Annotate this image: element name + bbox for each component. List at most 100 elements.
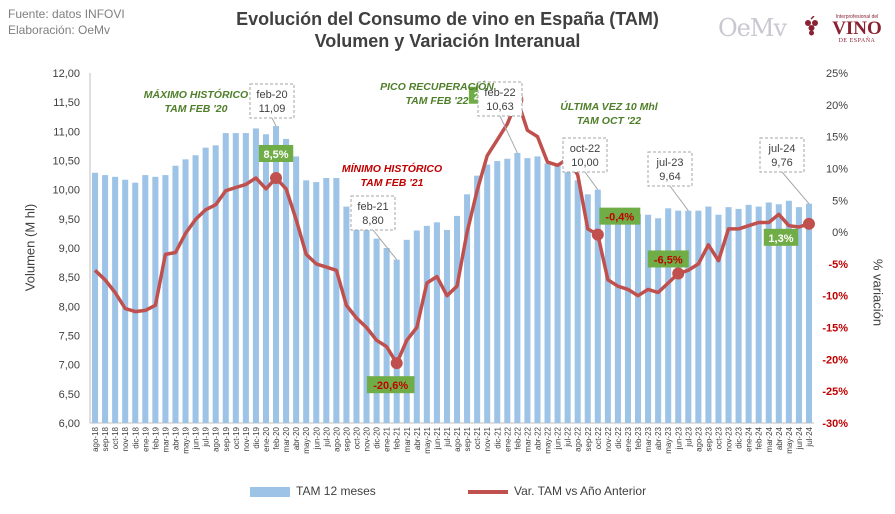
- bar: [252, 128, 259, 423]
- pct-label-box: [763, 228, 799, 246]
- x-tick-label: abr-22: [533, 426, 542, 450]
- legend-label-bars: TAM 12 meses: [296, 484, 376, 498]
- x-tick-label: jun-20: [312, 426, 321, 450]
- bar: [262, 134, 269, 423]
- x-tick-label: ene-19: [141, 426, 150, 451]
- callout-leader: [271, 117, 277, 127]
- x-tick-label: oct-20: [352, 426, 361, 449]
- x-tick-label: jul-24: [805, 426, 814, 447]
- bar: [514, 152, 521, 423]
- bar: [534, 156, 541, 423]
- annotation-line-2: TAM FEB '20: [165, 103, 228, 115]
- bar: [604, 211, 611, 423]
- pct-label: 8,5%: [263, 149, 288, 161]
- bar: [433, 222, 440, 423]
- annotation-line-2: TAM OCT '22: [577, 115, 641, 127]
- bar: [494, 161, 501, 424]
- bar: [343, 206, 350, 423]
- left-tick-label: 9,00: [59, 243, 80, 255]
- callout-leader: [781, 171, 810, 204]
- x-tick-label: ago-23: [694, 426, 703, 451]
- x-tick-label: jul-22: [564, 426, 573, 447]
- x-tick-label: jun-22: [554, 426, 563, 450]
- bar: [383, 248, 390, 423]
- highlight-point: [270, 172, 283, 184]
- bar: [423, 225, 430, 423]
- annotation-line-2: TAM FEB '21: [361, 177, 424, 189]
- bar: [192, 155, 199, 423]
- callout-month: feb-21: [357, 201, 388, 213]
- highlight-point: [591, 228, 604, 241]
- x-tick-label: oct-18: [111, 426, 120, 449]
- x-tick-label: mar-20: [282, 426, 291, 452]
- callout-value: 11,09: [259, 103, 286, 115]
- right-tick-label: 10%: [826, 163, 848, 175]
- left-tick-label: 10,00: [52, 185, 80, 197]
- highlight-point: [390, 357, 403, 370]
- right-tick-label: -5%: [828, 259, 848, 271]
- callout-month: jul-23: [656, 157, 684, 169]
- x-tick-label: dic-21: [493, 426, 502, 448]
- x-tick-label: may-23: [664, 426, 673, 453]
- x-tick-label: nov-21: [483, 426, 492, 451]
- annotation-line-1: PICO RECUPERACIÓN: [380, 80, 494, 93]
- bar: [594, 189, 601, 423]
- left-tick-label: 7,00: [59, 360, 80, 372]
- highlight-point: [672, 267, 685, 280]
- right-tick-label: -30%: [822, 418, 848, 430]
- x-tick-label: ene-24: [745, 426, 754, 451]
- x-tick-label: may-24: [785, 426, 794, 453]
- x-tick-label: dic-20: [373, 426, 382, 448]
- left-tick-label: 7,50: [59, 331, 80, 343]
- callout-month: feb-20: [256, 89, 287, 101]
- right-tick-label: -20%: [822, 354, 848, 366]
- bar: [102, 175, 109, 423]
- bar: [353, 220, 360, 423]
- x-tick-label: may-22: [544, 426, 553, 453]
- bar: [614, 214, 621, 423]
- x-tick-label: ago-18: [91, 426, 100, 451]
- callout-leader: [372, 229, 398, 260]
- callout-month: oct-22: [570, 143, 601, 155]
- callout-leader: [499, 115, 518, 154]
- bar: [403, 239, 410, 423]
- callout-month: feb-22: [484, 87, 515, 99]
- x-tick-label: may-19: [182, 426, 191, 453]
- bar: [524, 158, 531, 423]
- variation-line: [93, 97, 810, 365]
- x-tick-label: sep-22: [584, 426, 593, 451]
- x-tick-label: feb-23: [634, 426, 643, 449]
- bar: [544, 163, 551, 423]
- x-tick-label: jun-21: [433, 426, 442, 450]
- bar: [293, 156, 300, 423]
- oemv-logo: OeMv: [718, 14, 787, 42]
- right-tick-label: 0%: [832, 227, 848, 239]
- x-tick-label: nov-22: [604, 426, 613, 451]
- x-tick-label: dic-23: [735, 426, 744, 448]
- x-tick-label: sep-20: [342, 426, 351, 451]
- bar: [212, 145, 219, 424]
- callout-box: [350, 195, 396, 231]
- x-tick-label: dic-22: [614, 426, 623, 448]
- vino-espana-logo: Interprofesional del VINO DE ESPAÑA: [800, 12, 892, 56]
- x-tick-label: oct-22: [594, 426, 603, 449]
- pct-label-box: [599, 207, 641, 225]
- bar: [584, 194, 591, 423]
- x-tick-label: mar-23: [644, 426, 653, 452]
- bar: [665, 208, 672, 423]
- grape-icon: [805, 16, 818, 36]
- bar: [474, 175, 481, 423]
- callout-value: 9,64: [659, 171, 680, 183]
- bar: [323, 178, 330, 423]
- bar: [303, 180, 310, 423]
- callout-box: [477, 81, 523, 117]
- bar: [735, 208, 742, 423]
- bar: [182, 159, 189, 424]
- right-tick-label: 20%: [826, 100, 848, 112]
- bar: [805, 203, 812, 423]
- vino-logo-sub: DE ESPAÑA: [838, 38, 876, 44]
- callout-value: 9,76: [771, 157, 792, 169]
- x-tick-label: ago-22: [574, 426, 583, 451]
- x-tick-label: mar-19: [161, 426, 170, 452]
- callout-leader: [669, 185, 689, 211]
